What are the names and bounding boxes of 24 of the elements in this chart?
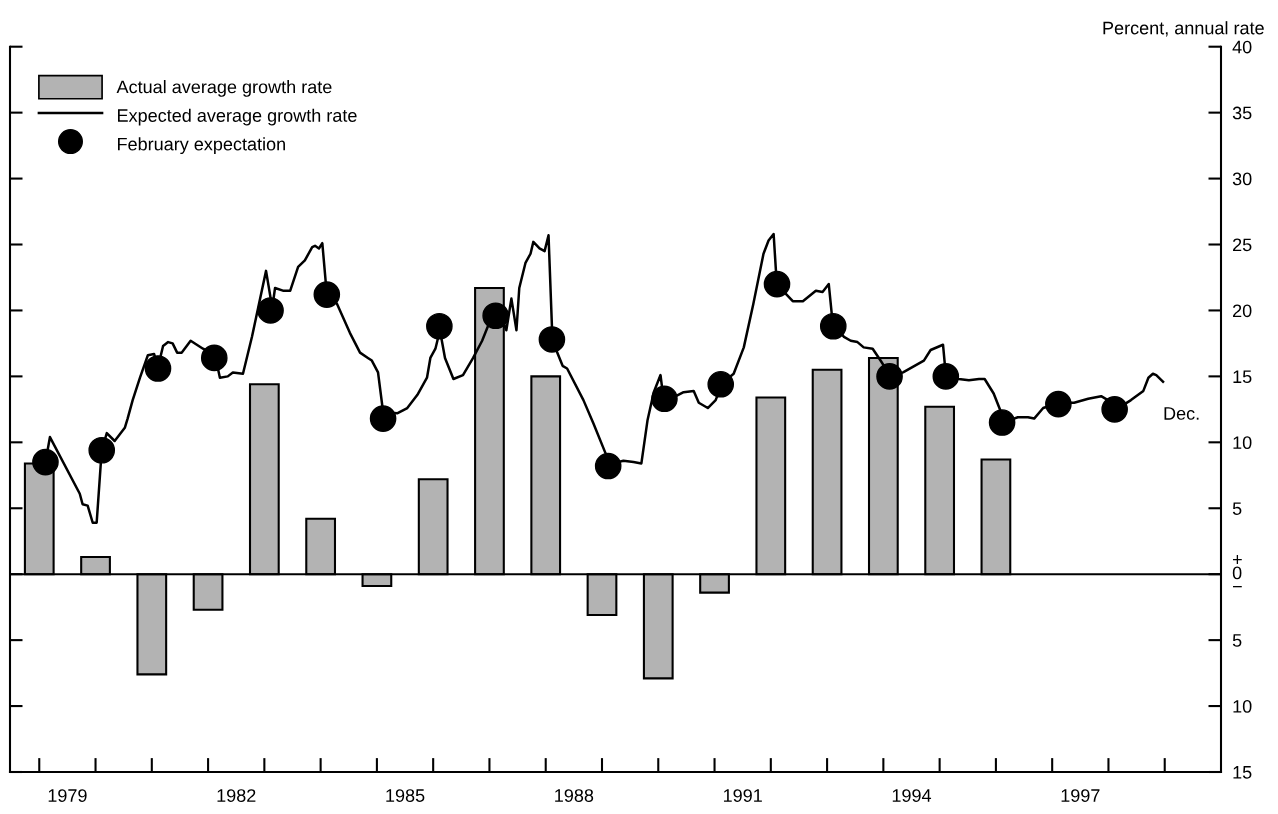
x-tick-label: 1988: [555, 789, 594, 802]
y-axis-title: Percent, annual rate: [1103, 21, 1264, 37]
x-tick-label: 1991: [723, 789, 762, 802]
legend-label: Expected average growth rate: [118, 108, 357, 126]
y-tick-label: 35: [1232, 106, 1252, 120]
y-tick-label: 10: [1233, 436, 1252, 450]
y-tick-label: 15: [1233, 766, 1252, 779]
x-tick-label: 1979: [48, 789, 87, 802]
y-tick-label: 40: [1232, 40, 1252, 54]
y-tick-label: 5: [1232, 634, 1242, 647]
legend-label: February expectation: [118, 137, 285, 155]
y-tick-label: 15: [1233, 370, 1252, 384]
y-tick-label: 30: [1232, 172, 1252, 186]
x-tick-label: 1994: [892, 789, 932, 802]
x-tick-label: 1982: [217, 789, 256, 802]
y-tick-label: 20: [1233, 304, 1252, 318]
x-tick-label: 1997: [1061, 789, 1100, 802]
legend-label: Actual average growth rate: [116, 80, 332, 97]
annotation: Dec.: [1164, 407, 1199, 420]
y-tick-label: 25: [1233, 238, 1252, 252]
y-tick-label: 10: [1233, 700, 1252, 713]
x-tick-label: 1985: [386, 789, 425, 802]
y-tick-label: 5: [1232, 502, 1242, 515]
y-tick-label: + 0 −: [1232, 555, 1242, 588]
